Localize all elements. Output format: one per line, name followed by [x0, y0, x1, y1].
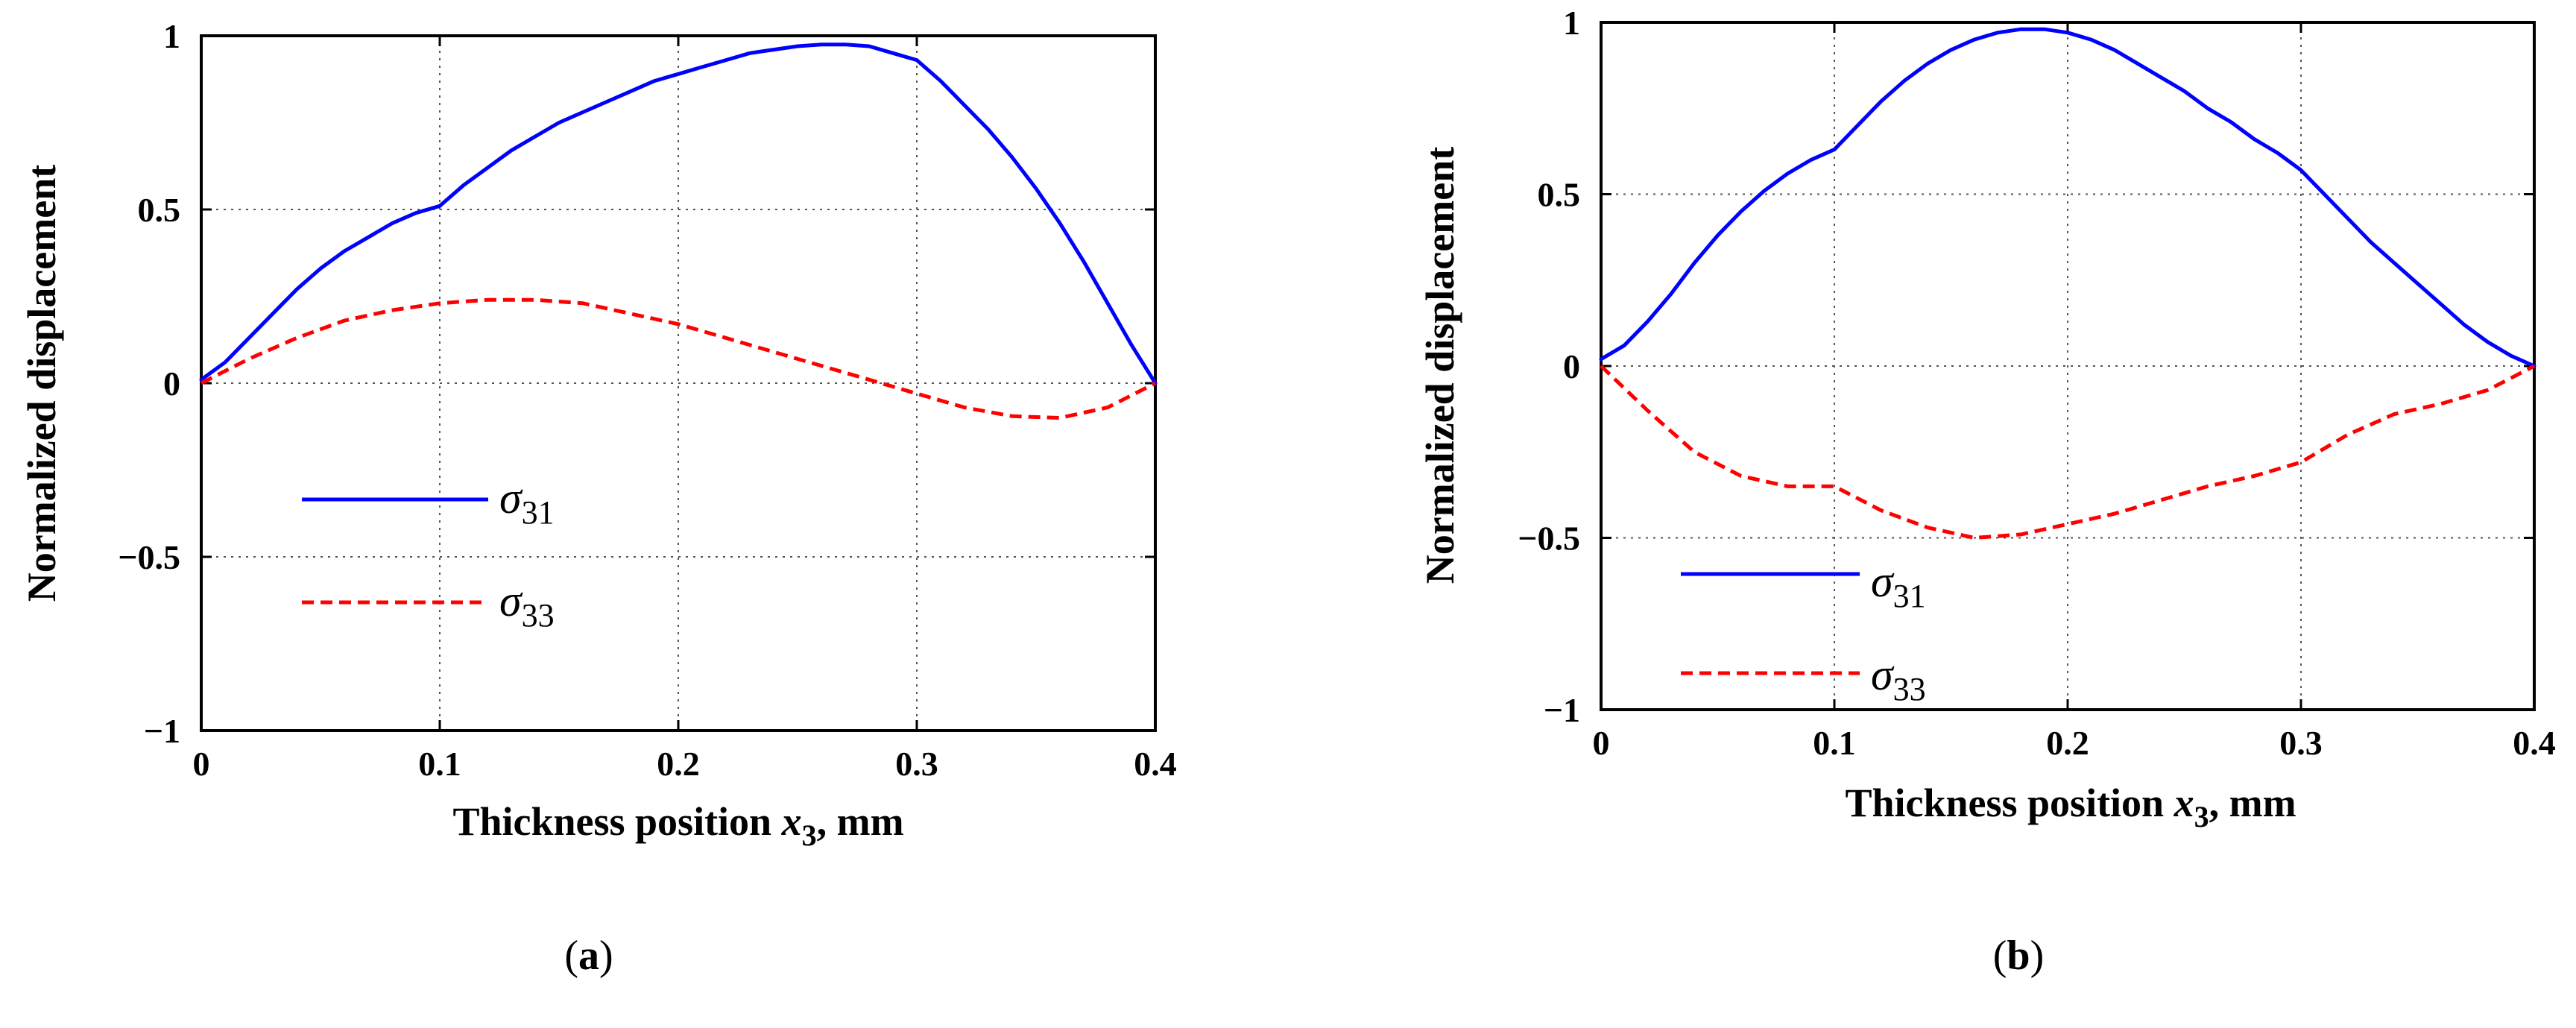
series-lines — [1599, 27, 2536, 540]
y-tick-label: 1 — [163, 17, 180, 55]
axis-ticks — [1600, 21, 2536, 711]
x-tick-labels: 0 0.1 0.2 0.3 0.4 — [1593, 724, 2556, 762]
x-tick-labels: 0 0.1 0.2 0.3 0.4 — [193, 745, 1177, 783]
x-tick-label: 0.2 — [2046, 724, 2089, 762]
x-tick-label: 0 — [193, 745, 210, 783]
y-tick-label: −0.5 — [118, 538, 180, 576]
legend: σ31 σ33 — [302, 473, 555, 634]
series-line-sigma33 — [1600, 364, 2536, 540]
y-tick-label: 0.5 — [138, 191, 181, 229]
y-tick-label: −1 — [1544, 691, 1580, 729]
x-axis-label: Thickness position x3, mm — [452, 799, 903, 852]
gridlines — [1601, 22, 2534, 710]
chart-panel-a: −1 −0.5 0 0.5 1 0 0.1 0.2 0.3 0.4 σ31 σ33 Normal… — [19, 17, 1177, 979]
x-tick-label: 0.4 — [2513, 724, 2556, 762]
x-tick-label: 0.2 — [657, 745, 700, 783]
x-tick-label: 0.1 — [418, 745, 461, 783]
y-tick-label: 0.5 — [1538, 176, 1581, 214]
y-tick-labels: −1 −0.5 0 0.5 1 — [1518, 4, 1580, 729]
panel-label-a: (a) — [564, 933, 613, 979]
legend-label-sigma33: σ33 — [499, 576, 555, 634]
y-tick-label: −0.5 — [1518, 520, 1580, 558]
y-axis-label: Normalized displacement — [1418, 147, 1462, 584]
y-tick-label: 1 — [1563, 4, 1580, 42]
chart-panel-b: −1 −0.5 0 0.5 1 0 0.1 0.2 0.3 0.4 σ31 σ33 Normal… — [1418, 4, 2556, 979]
series-line-sigma31 — [1599, 27, 2536, 368]
x-tick-label: 0.1 — [1813, 724, 1856, 762]
legend-label-sigma33: σ33 — [1871, 650, 1926, 707]
legend: σ31 σ33 — [1681, 557, 1926, 707]
series-line-sigma31 — [199, 42, 1158, 385]
y-tick-labels: −1 −0.5 0 0.5 1 — [118, 17, 180, 750]
y-tick-label: 0 — [1563, 347, 1580, 385]
panel-label-b: (b) — [1993, 933, 2044, 979]
legend-label-sigma31: σ31 — [1871, 557, 1926, 614]
series-lines — [199, 42, 1158, 420]
y-axis-label: Normalized displacement — [19, 165, 64, 602]
y-tick-label: 0 — [163, 365, 180, 403]
x-tick-label: 0.3 — [2279, 724, 2323, 762]
legend-label-sigma31: σ31 — [499, 473, 555, 531]
x-tick-label: 0.4 — [1134, 745, 1177, 783]
gridlines — [201, 36, 1155, 731]
x-tick-label: 0 — [1593, 724, 1610, 762]
series-line-sigma33 — [200, 297, 1157, 420]
y-tick-label: −1 — [144, 712, 180, 750]
x-tick-label: 0.3 — [895, 745, 938, 783]
x-axis-label: Thickness position x3, mm — [1845, 781, 2296, 833]
